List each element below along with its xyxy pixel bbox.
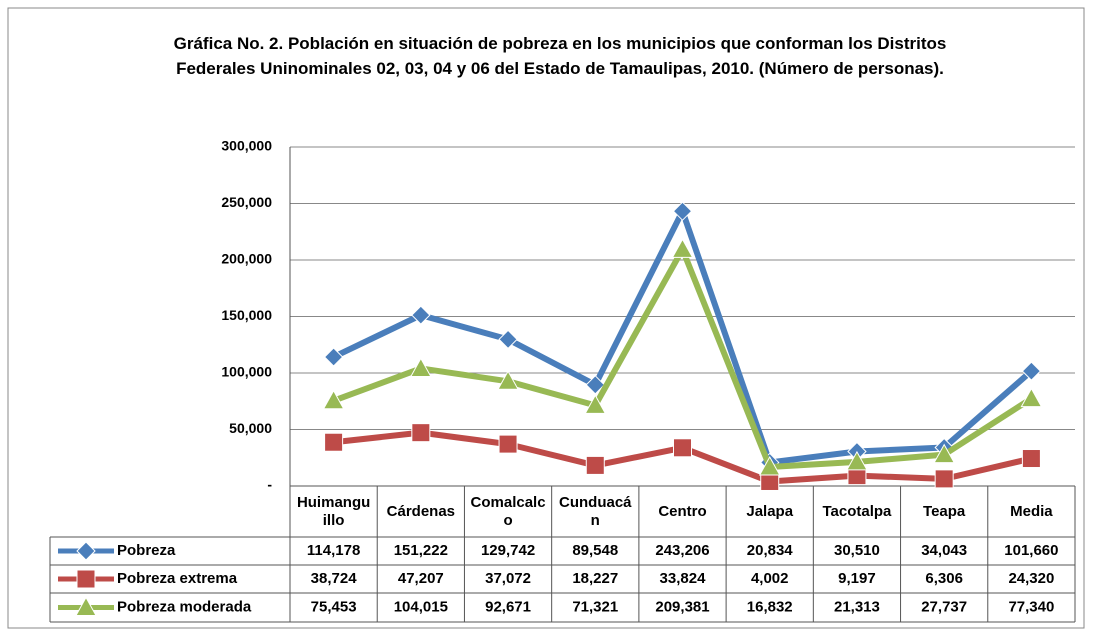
legend-marker <box>75 596 97 616</box>
legend-label: Pobreza moderada <box>117 598 252 615</box>
marker <box>1020 387 1043 408</box>
marker <box>409 357 432 377</box>
x-tick-label: Comalcalco <box>470 493 546 529</box>
marker <box>585 455 605 475</box>
chart-border <box>7 7 1085 629</box>
y-tick-label: 150,000 <box>221 307 272 323</box>
data-label: 104,015 <box>394 598 448 615</box>
data-label: 21,313 <box>834 598 880 615</box>
marker <box>497 370 519 390</box>
x-tick-label: Cunduacán <box>559 493 632 529</box>
data-label: 20,834 <box>747 542 794 559</box>
marker <box>324 432 344 452</box>
data-label: 34,043 <box>921 542 967 559</box>
marker <box>933 443 956 464</box>
y-tick-label: 200,000 <box>221 251 272 267</box>
legend-marker <box>76 569 96 589</box>
data-label: 18,227 <box>572 570 618 587</box>
data-label: 77,340 <box>1008 598 1054 615</box>
marker <box>758 455 781 476</box>
chart-title: Gráfica No. 2. Población en situación de… <box>174 34 947 78</box>
y-tick-label: 100,000 <box>221 364 272 380</box>
data-label: 209,381 <box>655 598 709 615</box>
y-tick-label: 300,000 <box>221 138 272 154</box>
marker <box>584 394 607 414</box>
data-label: 24,320 <box>1008 570 1054 587</box>
x-tick-label: Media <box>1010 502 1053 520</box>
data-label: 114,178 <box>307 542 360 559</box>
legend-label: Pobreza <box>117 542 176 559</box>
marker <box>323 347 344 367</box>
marker <box>934 469 954 489</box>
x-tick-label: Centro <box>658 502 707 520</box>
marker <box>672 201 693 221</box>
marker <box>673 438 692 458</box>
marker <box>585 375 605 395</box>
data-label: 151,222 <box>394 542 448 559</box>
legend-label: Pobreza extrema <box>117 570 238 587</box>
data-label: 47,207 <box>398 570 444 587</box>
data-label: 75,453 <box>311 598 357 615</box>
marker <box>498 329 518 350</box>
x-tick-label: Huimanguillo <box>296 493 371 529</box>
y-tick-label: 50,000 <box>229 420 272 436</box>
x-tick-label: Jalapa <box>746 502 794 520</box>
data-label: 38,724 <box>311 570 358 587</box>
x-tick-label: Cárdenas <box>386 502 456 520</box>
data-label: 9,197 <box>838 570 876 587</box>
marker <box>411 305 431 325</box>
marker <box>498 434 518 454</box>
legend-marker <box>76 541 96 561</box>
data-label: 33,824 <box>660 570 707 587</box>
marker <box>671 238 694 258</box>
data-label: 16,832 <box>747 598 793 615</box>
data-label: 6,306 <box>925 570 963 587</box>
x-tick-label: Teapa <box>923 502 966 520</box>
x-tick-label: Tacotalpa <box>822 502 892 520</box>
marker <box>322 389 345 410</box>
marker <box>846 450 868 471</box>
marker <box>411 423 431 443</box>
data-label: 27,737 <box>921 598 967 615</box>
data-label: 4,002 <box>751 570 789 587</box>
marker <box>1021 361 1042 381</box>
data-label: 243,206 <box>655 542 709 559</box>
data-label: 92,671 <box>485 598 531 615</box>
y-tick-label: - <box>267 477 272 493</box>
data-label: 71,321 <box>572 598 618 615</box>
data-label: 101,660 <box>1004 542 1058 559</box>
data-label: 129,742 <box>481 542 535 559</box>
y-tick-label: 250,000 <box>221 194 272 210</box>
marker <box>1021 449 1041 469</box>
data-label: 30,510 <box>834 542 880 559</box>
data-label: 37,072 <box>485 570 531 587</box>
data-label: 89,548 <box>572 542 618 559</box>
